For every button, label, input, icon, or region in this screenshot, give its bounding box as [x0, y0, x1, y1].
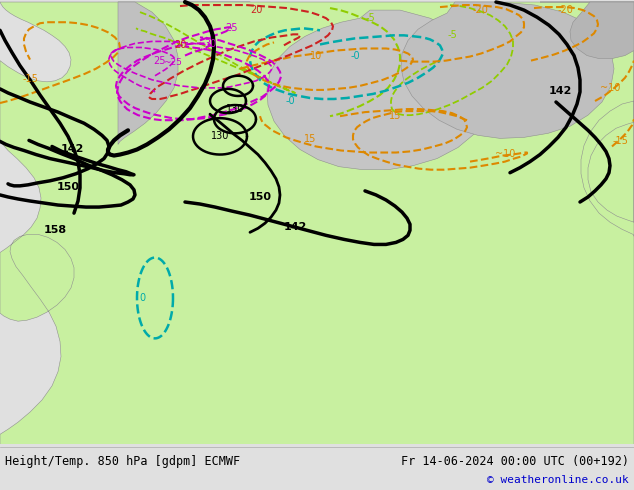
- Text: 20: 20: [250, 5, 262, 15]
- Text: 130: 130: [226, 104, 244, 114]
- Polygon shape: [118, 2, 280, 194]
- Text: 130: 130: [211, 131, 229, 141]
- Text: 25: 25: [153, 55, 165, 66]
- Text: 150: 150: [56, 182, 79, 192]
- Text: © weatheronline.co.uk: © weatheronline.co.uk: [488, 475, 629, 485]
- Text: 10: 10: [310, 50, 322, 61]
- Text: -0: -0: [285, 96, 295, 106]
- Polygon shape: [401, 2, 614, 138]
- Text: 20: 20: [174, 41, 186, 50]
- Text: -15: -15: [612, 136, 628, 147]
- Text: Height/Temp. 850 hPa [gdpm] ECMWF: Height/Temp. 850 hPa [gdpm] ECMWF: [5, 455, 240, 467]
- Polygon shape: [0, 2, 634, 444]
- Text: ~10: ~10: [495, 148, 515, 159]
- Text: -20: -20: [557, 5, 573, 15]
- Text: Fr 14-06-2024 00:00 UTC (00+192): Fr 14-06-2024 00:00 UTC (00+192): [401, 455, 629, 467]
- Text: 158: 158: [44, 225, 67, 235]
- Polygon shape: [540, 2, 634, 236]
- Text: 15: 15: [304, 134, 316, 145]
- Text: 30: 30: [204, 39, 216, 49]
- Text: -15: -15: [22, 74, 38, 84]
- Text: 142: 142: [60, 145, 84, 154]
- Text: 15: 15: [389, 111, 401, 121]
- Text: 142: 142: [283, 222, 307, 232]
- Polygon shape: [118, 2, 178, 145]
- Text: -5: -5: [365, 13, 375, 23]
- Polygon shape: [92, 2, 284, 220]
- Text: -5: -5: [447, 30, 457, 40]
- Text: 142: 142: [548, 86, 572, 96]
- Text: -20: -20: [472, 5, 488, 15]
- Text: -0: -0: [350, 50, 360, 61]
- Polygon shape: [267, 10, 493, 170]
- Text: ~25: ~25: [162, 58, 181, 67]
- Text: ~10: ~10: [600, 83, 620, 93]
- Text: 0: 0: [139, 293, 145, 303]
- Polygon shape: [570, 2, 634, 59]
- Text: 25: 25: [224, 24, 237, 33]
- Text: 150: 150: [249, 192, 271, 202]
